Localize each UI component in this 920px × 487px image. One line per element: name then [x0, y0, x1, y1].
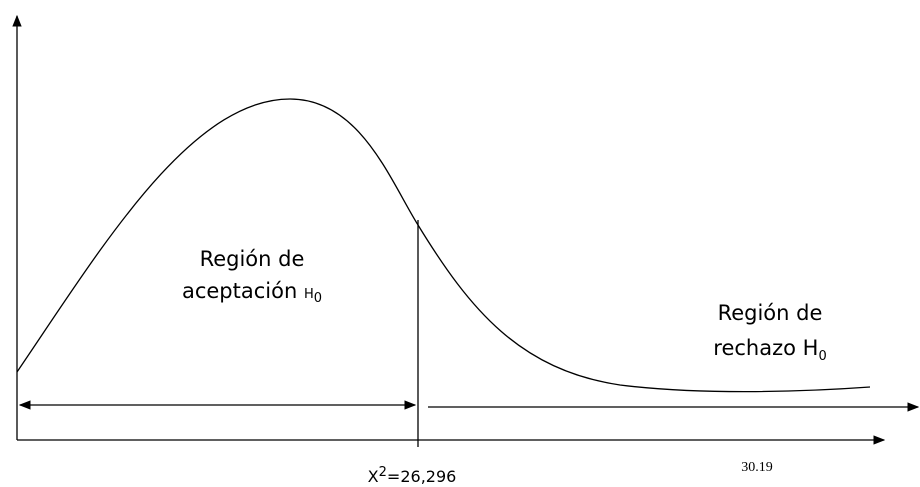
rejection-word: rechazo — [713, 336, 796, 360]
h-subscript: 0 — [818, 349, 826, 364]
h-subscript: 0 — [314, 291, 322, 306]
chi-value: =26,296 — [387, 467, 456, 486]
critical-value: X2=26,296 — [368, 465, 457, 486]
acceptance-label: aceptación H0 — [182, 279, 322, 306]
distribution-curve — [16, 98, 871, 393]
rejection-label: rechazo H0 — [713, 336, 826, 364]
observed-value: 30.19 — [741, 460, 773, 475]
chi-superscript: 2 — [379, 465, 387, 480]
h-symbol: H — [304, 287, 314, 302]
rejection-label: Región de — [718, 301, 823, 325]
chi-symbol: X — [368, 467, 379, 486]
h-symbol: H — [803, 336, 819, 360]
acceptance-label: Región de — [200, 247, 305, 271]
acceptance-word: aceptación — [182, 279, 297, 303]
